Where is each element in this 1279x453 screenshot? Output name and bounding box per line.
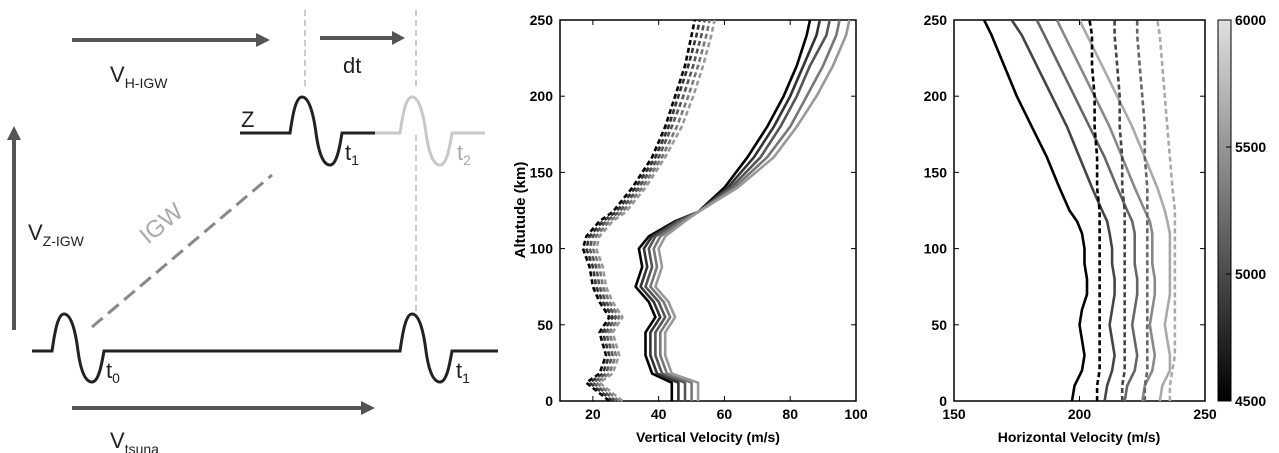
horizontal-velocity-chart: 150 200 250 0 50 100 150 200 250 Horizontal Velo… <box>924 12 1217 445</box>
chart1-ytick-label: 100 <box>530 241 554 257</box>
chart1-ylabel: Altutude (km) <box>512 162 529 259</box>
colorbar-gradient <box>1217 19 1232 402</box>
v-h-igw-label: VH-IGW <box>110 62 168 91</box>
chart1-ytick-label: 50 <box>537 317 553 333</box>
chart1-ticks-group: 20 40 60 80 100 0 50 100 150 200 250 <box>530 12 868 422</box>
z-label: Z <box>241 107 254 132</box>
tsunami-wave <box>32 312 498 384</box>
chart2-series-group <box>982 19 1177 402</box>
chart1-dashed-series-8 <box>588 19 706 403</box>
v-z-igw-label: VZ-IGW <box>28 220 85 249</box>
chart2-ticks-group: 150 200 250 0 50 100 150 200 250 <box>924 12 1217 422</box>
igw-path <box>91 173 273 329</box>
chart2-dashed-series-7 <box>1113 20 1126 401</box>
colorbar-tick-label: 5500 <box>1235 139 1266 155</box>
chart1-xtick-label: 60 <box>717 406 733 422</box>
t2-upper-label: t2 <box>457 140 471 168</box>
chart2-ytick-label: 100 <box>924 241 948 257</box>
colorbar-tick-label: 6000 <box>1235 12 1266 28</box>
chart1-solid-series-2 <box>639 19 822 401</box>
chart1-dashed-series-7 <box>584 19 702 403</box>
t0-label: t0 <box>106 358 120 386</box>
chart2-solid-series-3 <box>1035 19 1139 402</box>
chart2-ytick-label: 150 <box>924 164 948 180</box>
vertical-velocity-chart: 20 40 60 80 100 0 50 100 150 200 250 Vertical Velo… <box>512 12 868 445</box>
colorbar-ticks-group: 4500 5000 5500 6000 <box>1226 12 1266 409</box>
wave-upper-t2 <box>375 95 485 167</box>
chart2-solid-series-4 <box>1055 19 1157 402</box>
chart2-ytick-label: 0 <box>939 393 947 409</box>
chart2-dashed-series-6 <box>1088 19 1101 401</box>
chart2-dashed-series-8 <box>1135 20 1149 401</box>
chart1-frame <box>559 19 857 402</box>
chart1-series-group <box>581 19 851 403</box>
schematic-diagram: VH-IGW dt Z t1 t2 IGW VZ-IGW t0 t1 Vtsun… <box>7 10 498 453</box>
chart2-dashed-series-9 <box>1156 19 1177 401</box>
t1-upper-label: t1 <box>345 140 359 168</box>
v-tsuna-label: Vtsuna <box>110 428 159 453</box>
chart2-xlabel: Horizontal Velocity (m/s) <box>998 429 1161 445</box>
chart1-ytick-label: 200 <box>530 88 554 104</box>
chart2-xtick-label: 150 <box>942 406 966 422</box>
chart2-solid-series-1 <box>982 19 1089 402</box>
chart2-ytick-label: 50 <box>931 317 947 333</box>
chart1-xtick-label: 20 <box>585 406 601 422</box>
chart2-xtick-label: 200 <box>1068 406 1092 422</box>
dt-arrowhead <box>392 31 405 45</box>
v-h-igw-arrowhead <box>256 33 270 47</box>
chart2-xtick-label: 250 <box>1193 406 1217 422</box>
chart2-solid-series-5 <box>1078 19 1172 402</box>
wave-upper-t1 <box>240 95 375 167</box>
colorbar-tick-label: 5000 <box>1235 266 1266 282</box>
chart1-xlabel: Vertical Velocity (m/s) <box>636 429 780 445</box>
chart1-dashed-series-9 <box>591 19 711 403</box>
chart1-dashed-series-6 <box>581 19 697 403</box>
chart1-solid-series-5 <box>654 19 851 401</box>
chart1-ytick-label: 250 <box>530 12 554 28</box>
colorbar-tick-label: 4500 <box>1235 393 1266 409</box>
chart1-xtick-label: 40 <box>651 406 667 422</box>
t1-lower-label: t1 <box>456 358 470 386</box>
chart1-ytick-label: 150 <box>530 164 554 180</box>
chart2-solid-series-2 <box>1010 19 1116 402</box>
v-tsuna-arrowhead <box>361 401 375 415</box>
chart1-ytick-label: 0 <box>545 393 553 409</box>
v-z-igw-arrowhead <box>7 126 21 140</box>
chart1-xtick-label: 80 <box>782 406 798 422</box>
chart1-solid-series-4 <box>649 19 841 401</box>
chart1-solid-series-3 <box>644 19 831 401</box>
chart1-solid-series-1 <box>634 19 812 401</box>
chart1-dashed-series-10 <box>594 19 716 403</box>
chart2-ytick-label: 250 <box>924 12 948 28</box>
colorbar: 4500 5000 5500 6000 <box>1217 12 1266 409</box>
chart2-ytick-label: 200 <box>924 88 948 104</box>
chart1-xtick-label: 100 <box>844 406 868 422</box>
chart2-frame <box>953 19 1206 402</box>
dt-label: dt <box>343 53 361 78</box>
igw-label: IGW <box>135 198 189 250</box>
